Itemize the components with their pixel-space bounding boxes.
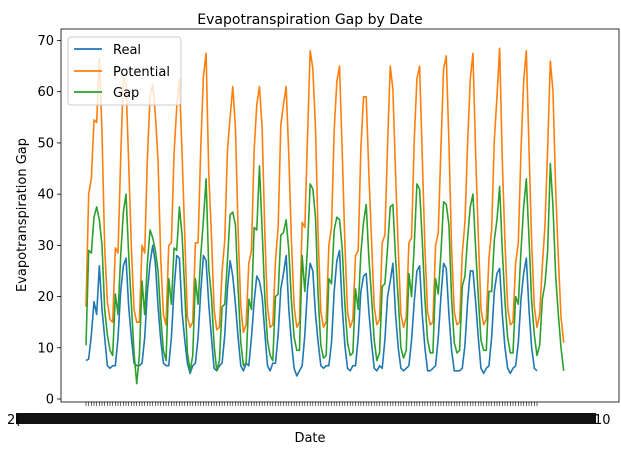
legend-label-gap: Gap xyxy=(113,86,139,101)
series-line-gap xyxy=(85,162,565,385)
series-line-real xyxy=(85,244,538,377)
legend-box xyxy=(67,36,182,106)
y-axis-ticks: 0 10 20 30 40 50 60 70 xyxy=(37,34,61,408)
y-tick-label: 20 xyxy=(37,290,54,305)
y-tick-label: 30 xyxy=(37,239,54,254)
x-edge-label-left: 2( xyxy=(7,413,20,428)
y-tick-label: 50 xyxy=(37,136,54,151)
y-tick-label: 40 xyxy=(37,188,54,203)
legend-label-potential: Potential xyxy=(113,65,170,80)
series-line-potential xyxy=(85,47,565,343)
y-tick-label: 60 xyxy=(37,85,54,100)
x-axis-label: Date xyxy=(294,431,325,446)
x-tick-labels-overlap xyxy=(16,413,596,424)
legend: Real Potential Gap xyxy=(67,36,182,106)
plot-lines xyxy=(85,47,565,385)
y-tick-label: 70 xyxy=(37,34,54,49)
plot-frame xyxy=(60,28,620,403)
x-edge-label-right: 10 xyxy=(594,413,611,428)
legend-label-real: Real xyxy=(113,43,141,58)
x-axis-ticks xyxy=(16,402,596,424)
y-axis-label: Evapotranspiration Gap xyxy=(15,138,30,292)
chart-title: Evapotranspiration Gap by Date xyxy=(197,12,422,28)
y-tick-label: 0 xyxy=(46,393,54,408)
y-tick-label: 10 xyxy=(37,341,54,356)
